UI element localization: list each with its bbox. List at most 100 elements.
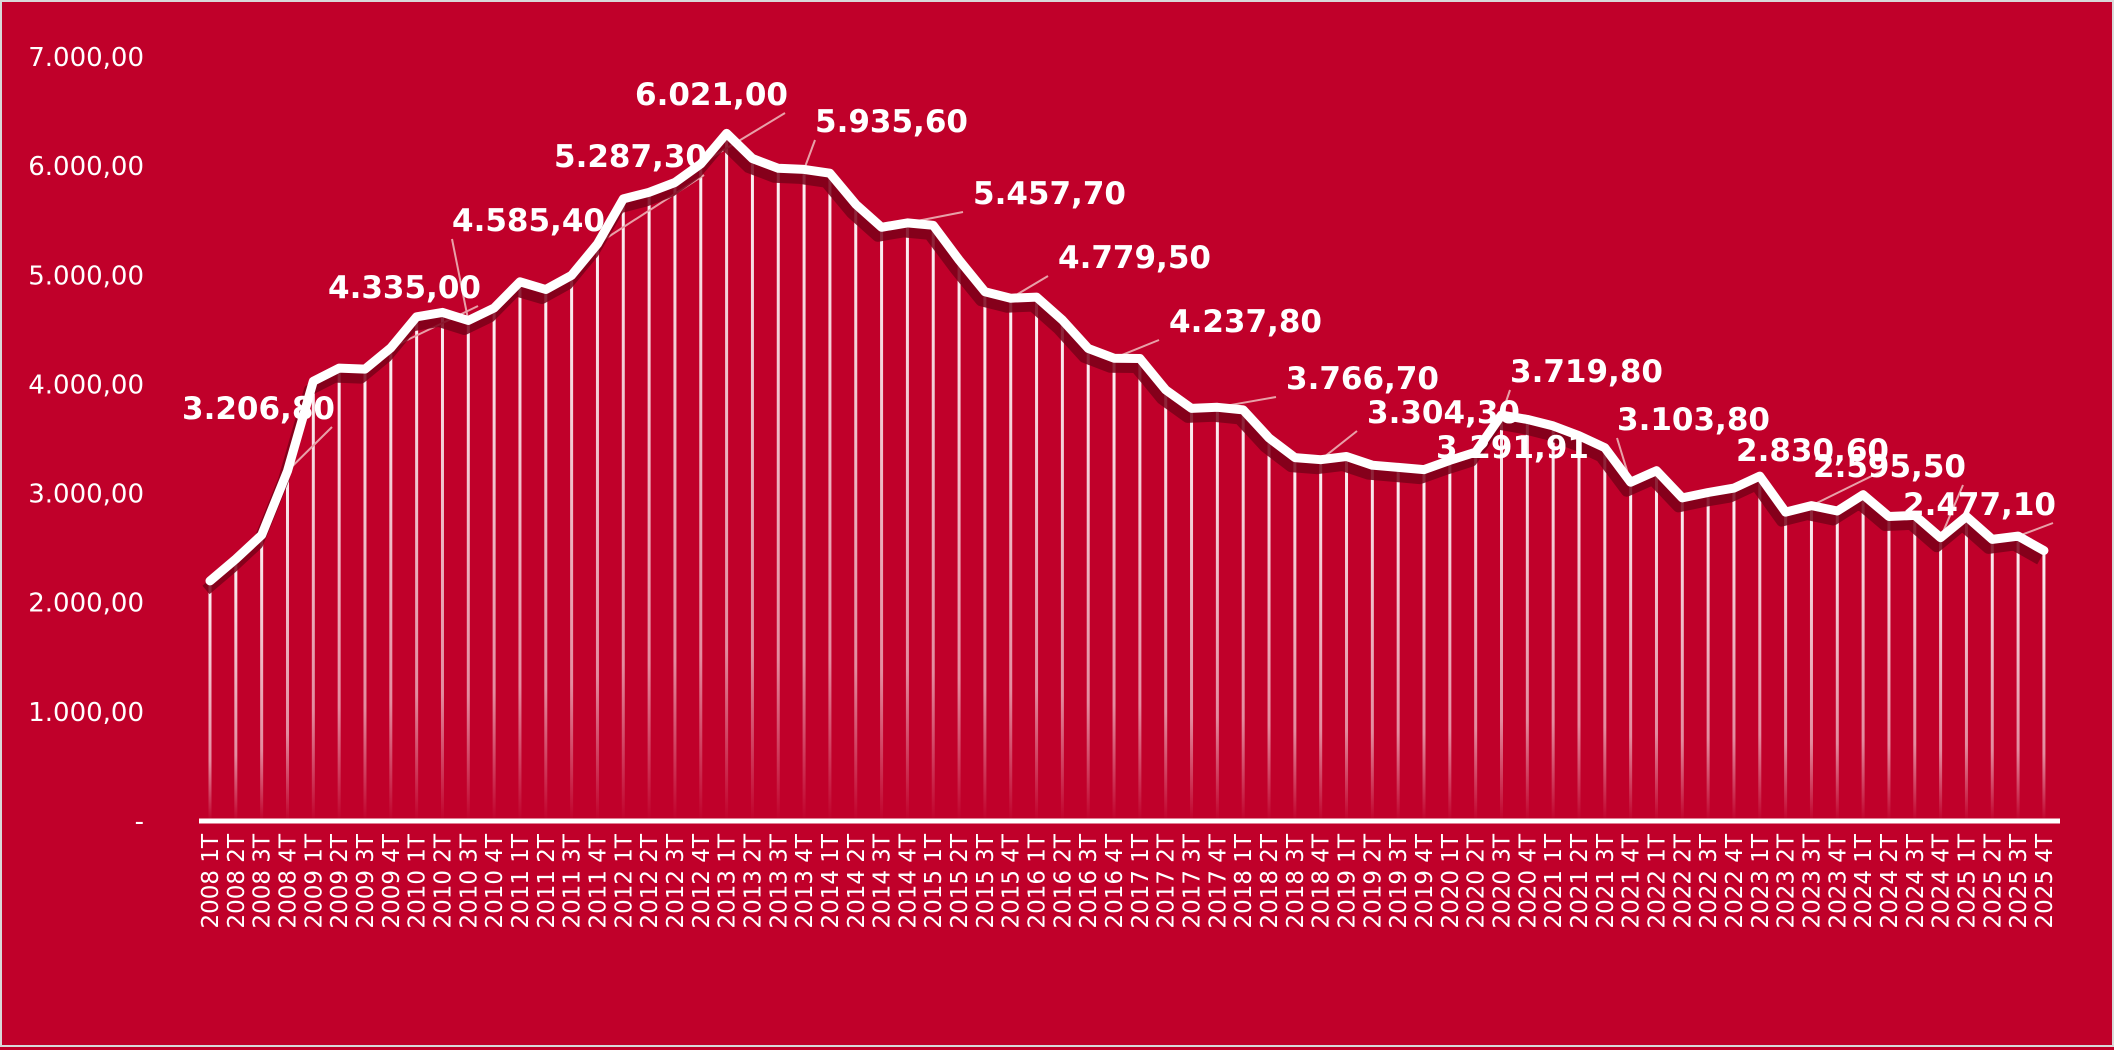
- x-tick-label: 2019 4T: [1412, 833, 1438, 928]
- x-tick-label: 2015 4T: [999, 833, 1025, 928]
- y-tick-label: 4.000,00: [28, 370, 144, 400]
- x-tick-label: 2011 3T: [560, 833, 586, 928]
- x-tick-label: 2020 2T: [1464, 833, 1490, 928]
- x-tick-label: 2013 3T: [766, 833, 792, 928]
- y-tick-label: 6.000,00: [28, 152, 144, 182]
- leader-line: [286, 426, 333, 472]
- x-tick-label: 2019 2T: [1360, 833, 1386, 928]
- drop-line: [880, 227, 884, 821]
- drop-line: [1474, 452, 1478, 821]
- x-tick-label: 2025 1T: [1954, 833, 1980, 928]
- y-tick-label: 5.000,00: [28, 261, 144, 291]
- drop-line: [854, 204, 858, 822]
- drop-line: [389, 347, 393, 821]
- x-axis: 2008 1T 2008 2T 2008 3T 2008 4T 2009 1T 2009 …: [198, 833, 2058, 928]
- drop-line: [1319, 459, 1323, 821]
- x-tick-label: 2015 1T: [921, 833, 947, 928]
- drop-line: [1887, 516, 1891, 821]
- x-tick-label: 2021 1T: [1541, 833, 1567, 928]
- drop-line: [1345, 456, 1349, 821]
- x-tick-label: 2024 2T: [1877, 833, 1903, 928]
- drop-line: [440, 312, 444, 821]
- drop-line: [1939, 537, 1943, 821]
- x-tick-label: 2018 3T: [1283, 833, 1309, 928]
- x-tick-label: 2024 4T: [1929, 833, 1955, 928]
- drop-line: [1758, 476, 1762, 821]
- drop-line: [776, 168, 780, 822]
- drop-line: [1913, 515, 1917, 821]
- data-label: 4.335,00: [328, 270, 481, 306]
- drop-line: [1706, 492, 1710, 821]
- drop-line: [1577, 435, 1581, 821]
- x-tick-label: 2010 3T: [456, 833, 482, 928]
- drop-line: [647, 192, 651, 821]
- x-tick-label: 2012 2T: [637, 833, 663, 928]
- x-tick-label: 2015 3T: [973, 833, 999, 928]
- data-label: 2.595,50: [1813, 449, 1966, 485]
- drop-line: [1035, 297, 1039, 822]
- drop-line: [234, 559, 238, 821]
- drop-line: [2042, 550, 2046, 821]
- drop-line: [750, 158, 754, 821]
- drop-line: [595, 243, 599, 822]
- leader-line: [1811, 468, 1887, 507]
- drop-line: [2016, 536, 2020, 821]
- drop-line: [1654, 470, 1658, 821]
- data-label: 3.304,30: [1367, 395, 1520, 431]
- x-tick-label: 2017 1T: [1128, 833, 1154, 928]
- data-label: 3.719,80: [1510, 354, 1663, 390]
- drop-line: [363, 369, 367, 821]
- x-tick-label: 2019 3T: [1386, 833, 1412, 928]
- drop-line: [1215, 407, 1219, 821]
- x-tick-label: 2013 1T: [715, 833, 741, 928]
- drop-line: [1060, 320, 1064, 821]
- data-label: 6.021,00: [635, 77, 788, 113]
- x-tick-label: 2020 1T: [1438, 833, 1464, 928]
- drop-line: [621, 198, 625, 821]
- x-tick-label: 2022 1T: [1644, 833, 1670, 928]
- x-tick-label: 2018 1T: [1231, 833, 1257, 928]
- drop-line: [1190, 408, 1194, 821]
- drop-line: [1861, 494, 1865, 821]
- data-label: 2.477,10: [1903, 487, 2056, 523]
- drop-line: [544, 289, 548, 822]
- drop-line: [1525, 419, 1529, 821]
- drop-line: [1241, 409, 1245, 821]
- drop-line: [260, 535, 264, 821]
- drop-line: [1680, 497, 1684, 821]
- x-tick-label: 2016 2T: [1050, 833, 1076, 928]
- data-label: 2.830,60: [1736, 433, 1889, 469]
- x-tick-label: 2014 4T: [895, 833, 921, 928]
- y-axis: - 1.000,00 2.000,00 3.000,00 4.000,00 5.000,0…: [28, 43, 144, 837]
- x-tick-label: 2025 2T: [1980, 833, 2006, 928]
- drop-line: [1784, 512, 1788, 821]
- x-tick-label: 2014 1T: [818, 833, 844, 928]
- x-tick-label: 2009 1T: [301, 833, 327, 928]
- x-tick-label: 2023 4T: [1825, 833, 1851, 928]
- drop-line: [1603, 447, 1607, 821]
- x-tick-label: 2024 1T: [1851, 833, 1877, 928]
- drop-line: [905, 222, 909, 821]
- drop-line: [828, 173, 832, 822]
- x-tick-label: 2023 1T: [1748, 833, 1774, 928]
- x-tick-label: 2016 1T: [1025, 833, 1051, 928]
- x-tick-label: 2014 3T: [870, 833, 896, 928]
- x-tick-label: 2012 3T: [663, 833, 689, 928]
- drop-line: [931, 225, 935, 821]
- drop-line: [1835, 511, 1839, 821]
- data-label: 4.585,40: [452, 203, 605, 239]
- x-tick-label: 2008 1T: [198, 833, 224, 928]
- x-tick-label: 2012 4T: [689, 833, 715, 928]
- drop-line: [415, 316, 419, 821]
- drop-line: [1422, 469, 1426, 821]
- drop-line: [1396, 467, 1400, 821]
- leader-line: [2017, 522, 2054, 538]
- data-label: 5.287,30: [554, 139, 707, 175]
- drop-line: [208, 580, 212, 821]
- drop-line: [983, 291, 987, 822]
- x-tick-label: 2021 4T: [1619, 833, 1645, 928]
- x-tick-label: 2022 2T: [1670, 833, 1696, 928]
- drop-line: [518, 281, 522, 821]
- data-label: 3.766,70: [1286, 361, 1439, 397]
- drop-line: [699, 163, 703, 822]
